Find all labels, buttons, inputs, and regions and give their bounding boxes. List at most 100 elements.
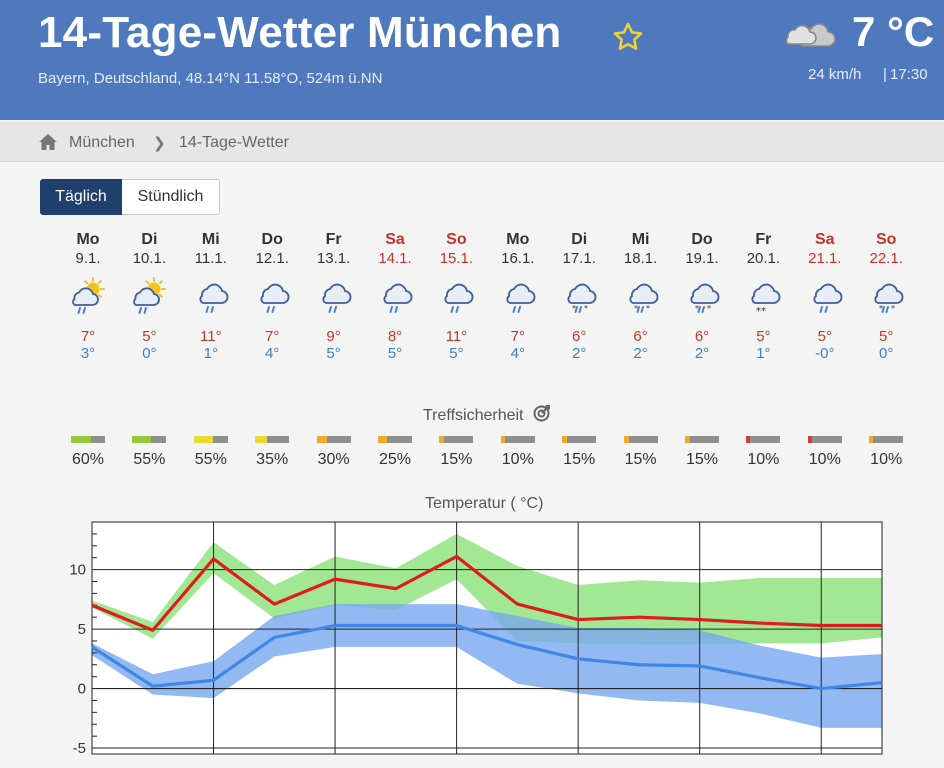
sun-cloud-rain-icon [72, 277, 105, 314]
day-name: So [875, 231, 897, 248]
cloud-rain-icon [506, 283, 536, 313]
breadcrumb-current: 14-Tage-Wetter [179, 134, 289, 151]
confidence-bar-fill [193, 436, 213, 443]
cloud-rain-icon [322, 283, 351, 313]
day-date: 21.1. [808, 250, 842, 267]
day-date: 22.1. [869, 250, 903, 267]
confidence-value: 15% [563, 451, 596, 468]
min-temp-line [91, 623, 883, 691]
temp-max: 11° [200, 328, 222, 345]
day-date: 20.1. [746, 250, 781, 267]
page-title: 14-Tage-Wetter München [38, 8, 562, 57]
confidence-item: 30% [303, 436, 365, 469]
day-name: Di [141, 231, 158, 248]
confidence-title: Treffsicherheit [423, 407, 524, 424]
confidence-value: 10% [808, 451, 841, 468]
tab-hourly[interactable]: Stündlich [122, 179, 220, 215]
header-separator: | [883, 66, 887, 83]
day-column[interactable]: Fr 13.1. 9° 5° [303, 230, 365, 362]
confidence-bar-fill [439, 436, 445, 443]
day-column[interactable]: Mi 11.1. 11° 1° [180, 230, 242, 362]
cloud-sleet-icon: * * [567, 283, 597, 313]
temp-max: 5° [756, 328, 771, 345]
day-column[interactable]: Di 17.1. * * 6° 2° [548, 230, 610, 362]
chart-title: Temperatur ( °C) [425, 495, 544, 512]
confidence-item: 10% [794, 436, 856, 469]
confidence-bar-fill [132, 436, 152, 443]
current-temperature: 7 °C [852, 8, 935, 55]
confidence-bar [378, 436, 412, 443]
confidence-bar-fill [500, 436, 505, 443]
temp-min: 0° [879, 345, 894, 362]
cloud-rain-icon [199, 283, 229, 313]
cloud-rain-icon [813, 283, 843, 313]
temp-max: 5° [879, 328, 894, 345]
confidence-bar [255, 436, 290, 443]
confidence-bar [439, 436, 474, 443]
day-column[interactable]: So 15.1. 11° 5° [425, 230, 487, 362]
day-date: 10.1. [132, 250, 167, 267]
star-icon[interactable] [611, 20, 645, 54]
confidence-value: 25% [378, 451, 412, 468]
confidence-value: 30% [317, 451, 350, 468]
chart-ytick-label: 5 [78, 621, 86, 638]
cloud-snow-icon: ** [751, 283, 781, 316]
temp-min: 1° [203, 345, 218, 362]
confidence-bar-fill [623, 436, 629, 443]
chart-frame [91, 521, 883, 755]
day-column[interactable]: Do 12.1. 7° 4° [241, 230, 303, 362]
tab-daily[interactable]: Täglich [40, 179, 122, 215]
chart-ytick-label: 0 [78, 681, 86, 698]
day-name: Sa [815, 231, 835, 248]
day-date: 17.1. [562, 250, 596, 267]
confidence-bar-fill [807, 436, 812, 443]
day-column[interactable]: So 22.1. * * 5° 0° [855, 230, 917, 362]
confidence-bar-fill [71, 436, 91, 443]
svg-text:*: * [646, 304, 650, 313]
location-info: Bayern, Deutschland, 48.14°N 11.58°O, 52… [38, 70, 383, 87]
day-date: 13.1. [316, 250, 351, 267]
temp-max: 7° [510, 328, 525, 345]
temp-min: 1° [756, 345, 771, 362]
confidence-bar-fill [746, 436, 751, 443]
breadcrumb-link-muenchen[interactable]: München [69, 134, 135, 151]
cloud-sleet-icon: * * [629, 283, 658, 313]
max-temp-band [92, 533, 882, 645]
confidence-value: 55% [133, 451, 166, 468]
confidence-value: 15% [624, 451, 657, 468]
confidence-bar [193, 436, 228, 443]
confidence-bar [132, 436, 167, 443]
confidence-bar [869, 436, 904, 443]
day-name: Sa [385, 231, 405, 248]
update-time: 17:30 [890, 66, 928, 83]
temp-min: 5° [387, 345, 403, 362]
day-column[interactable]: Mo 9.1. 7° 3° [57, 230, 119, 362]
cloudy-icon [785, 23, 836, 47]
day-column[interactable]: Mi 18.1. * * 6° 2° [610, 230, 672, 362]
day-column[interactable]: Fr 20.1. ** 5° 1° [732, 230, 794, 362]
day-column[interactable]: Do 19.1. * * 6° 2° [671, 230, 733, 362]
temp-min: -0° [815, 345, 835, 362]
day-column[interactable]: Sa 21.1. 5° -0° [794, 230, 856, 362]
confidence-value: 10% [501, 451, 534, 468]
day-column[interactable]: Mo 16.1. 7° 4° [487, 230, 549, 362]
svg-text:*: * [584, 304, 588, 313]
temp-max: 5° [142, 328, 157, 345]
temp-max: 9° [326, 328, 341, 345]
day-column[interactable]: Di 10.1. 5° 0° [118, 230, 180, 362]
temp-min: 4° [510, 345, 525, 362]
day-date: 11.1. [194, 250, 227, 267]
confidence-value: 10% [747, 451, 780, 468]
confidence-item: 55% [180, 436, 242, 469]
confidence-item: 10% [732, 436, 794, 469]
day-column[interactable]: Sa 14.1. 8° 5° [364, 230, 426, 362]
day-date: 9.1. [75, 250, 101, 267]
home-icon[interactable] [38, 133, 58, 151]
confidence-item: 25% [364, 436, 426, 469]
confidence-value: 10% [870, 451, 903, 468]
target-icon[interactable] [533, 404, 551, 422]
confidence-item: 35% [241, 436, 303, 469]
breadcrumb-separator: ❯ [153, 135, 166, 152]
svg-text:*: * [634, 304, 638, 313]
temp-max: 11° [445, 328, 468, 345]
